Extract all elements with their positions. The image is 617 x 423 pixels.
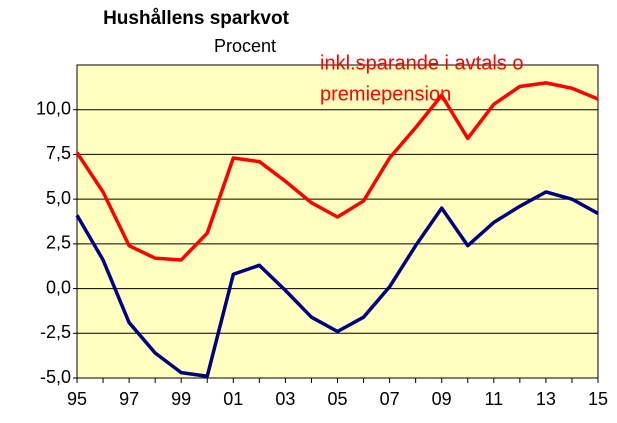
y-tick-label: 7,5	[46, 143, 71, 163]
y-tick-label: -2,5	[40, 322, 71, 342]
x-tick-label: 03	[275, 389, 295, 409]
x-tick-label: 01	[223, 389, 243, 409]
annotation: inkl.sparande i avtals o	[320, 52, 523, 74]
x-tick-label: 11	[484, 389, 503, 409]
x-tick-label: 97	[119, 389, 139, 409]
y-tick-label: 5,0	[46, 188, 71, 208]
x-tick-label: 99	[171, 389, 191, 409]
chart-title: Hushållens sparkvot	[103, 8, 290, 29]
x-tick-label: 05	[327, 389, 347, 409]
series-line	[75, 190, 599, 378]
y-tick-label: -5,0	[40, 367, 71, 387]
x-tick-label: 13	[536, 389, 556, 409]
plot-area	[77, 65, 598, 378]
annotation: premiepension	[320, 83, 451, 105]
series-line	[75, 81, 599, 262]
x-tick-label: 15	[588, 389, 608, 409]
y-tick-label: 2,5	[46, 233, 71, 253]
x-tick-label: 95	[67, 389, 87, 409]
y-tick-label: 10,0	[36, 98, 71, 118]
x-tick-label: 07	[380, 389, 400, 409]
x-tick-label: 09	[432, 389, 452, 409]
chart-subtitle: Procent	[214, 36, 276, 56]
y-tick-label: 0,0	[46, 277, 71, 297]
